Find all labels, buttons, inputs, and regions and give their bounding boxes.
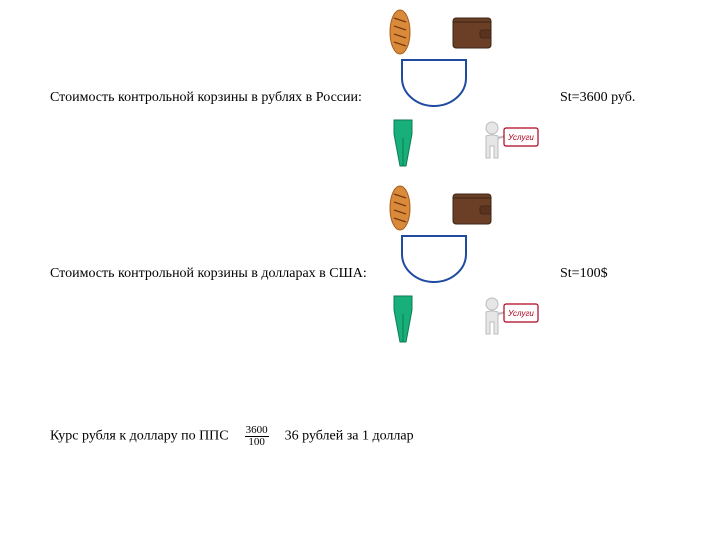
formula-prefix: Курс рубля к доллару по ППС: [50, 429, 229, 444]
basket-icon: [398, 56, 470, 108]
russia-label: Стоимость контрольной корзины в рублях в…: [50, 90, 362, 106]
pants-icon: [388, 294, 418, 344]
bread-icon: [385, 184, 415, 232]
pants-icon: [388, 118, 418, 168]
services-icon: Услуги: [480, 294, 540, 342]
bread-icon: [385, 8, 415, 56]
formula-denominator: 100: [245, 437, 269, 448]
wallet-icon: [450, 12, 494, 52]
services-sign-text: Услуги: [507, 309, 534, 318]
services-sign-text: Услуги: [507, 133, 534, 142]
usa-value: St=100$: [560, 266, 608, 282]
services-icon: Услуги: [480, 118, 540, 166]
usa-label: Стоимость контрольной корзины в долларах…: [50, 266, 367, 282]
ppp-formula-line: Курс рубля к доллару по ППС 3600 100 36 …: [50, 425, 414, 448]
formula-result: 36 рублей за 1 доллар: [285, 429, 414, 444]
russia-value: St=3600 руб.: [560, 90, 635, 106]
wallet-icon: [450, 188, 494, 228]
formula-fraction: 3600 100: [245, 425, 269, 448]
basket-icon: [398, 232, 470, 284]
